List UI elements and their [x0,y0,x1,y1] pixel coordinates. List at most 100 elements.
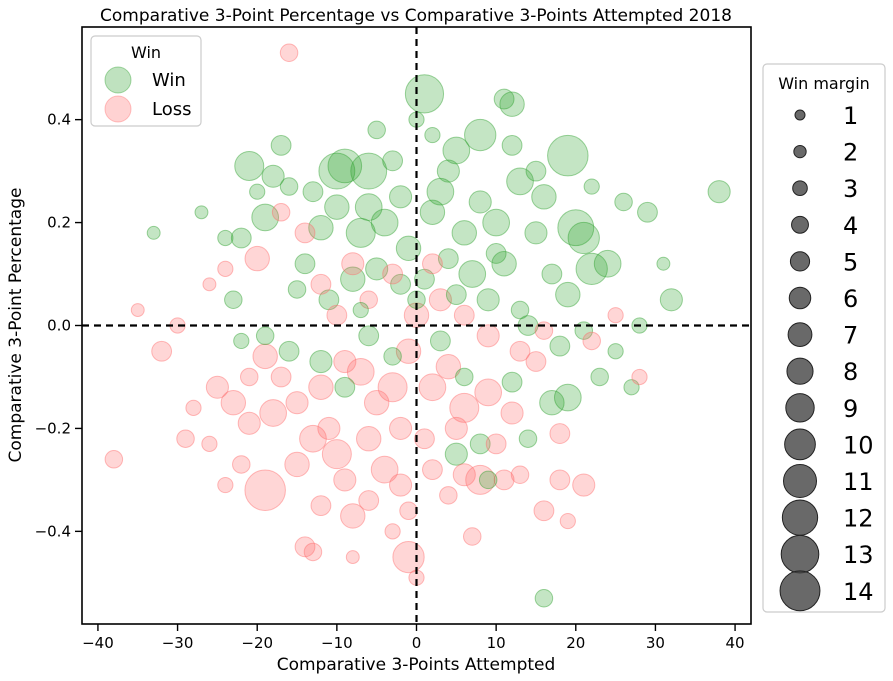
win-point [318,289,340,311]
size-legend-label: 3 [843,175,858,203]
loss-point [414,428,435,450]
win-point [623,379,640,396]
loss-point [500,401,524,425]
win-point [437,248,459,269]
loss-point [510,465,530,484]
loss-point [439,486,458,505]
win-point [567,221,600,255]
loss-point [310,273,332,295]
win-point [389,185,413,209]
win-point [414,268,435,290]
y-axis: −0.4 −0.2 0.0 0.2 0.4 [35,111,82,540]
loss-point [252,343,278,370]
win-point [294,253,316,275]
win-point [352,301,369,319]
size-legend-marker [785,393,815,423]
loss-point [377,372,408,403]
size-legend-label: 12 [843,505,874,533]
size-legend-marker [787,322,813,348]
chart-title: Comparative 3-Point Percentage vs Compar… [100,6,732,26]
win-margin-legend-title: Win margin [778,74,870,93]
size-legend-marker [789,251,811,272]
loss-point [474,378,503,407]
size-legend-label: 9 [843,395,858,423]
win-point [334,376,356,398]
loss-point [493,469,515,491]
win-point [510,300,530,320]
loss-point [130,303,145,318]
win-point [278,340,300,362]
loss-point [176,429,195,448]
win-point [234,150,265,181]
loss-point [533,500,555,522]
loss-point [572,473,596,497]
loss-point [308,374,334,400]
win-point [583,178,600,195]
win-point [324,194,350,220]
x-tick-label: 20 [566,634,585,652]
loss-point [271,203,291,222]
loss-point [428,288,452,312]
win-point [614,192,633,212]
win-point [194,205,209,220]
loss-point [294,536,316,558]
win-point [557,209,595,247]
win-point [499,91,525,117]
win-point [270,134,292,156]
size-legend-marker [792,180,808,196]
win-point [308,215,334,241]
size-legend-label: 8 [843,358,858,386]
y-tick-label: 0.2 [47,214,71,232]
win-point [491,251,517,277]
loss-point [151,340,173,362]
x-tick-label: −30 [162,634,194,652]
win-legend: Win Win Loss [90,35,202,127]
loss-point [389,473,413,497]
loss-point [279,43,299,62]
loss-point [217,476,234,494]
win-point [518,429,538,448]
loss-point [382,263,404,285]
win-point [539,389,565,416]
win-point [287,280,307,299]
loss-point [435,353,462,380]
win-point [419,199,446,225]
win-point [590,367,609,387]
loss-point [185,399,202,416]
loss-point [104,450,124,469]
x-tick-label: −10 [321,634,353,652]
loss-point [392,540,425,574]
loss-point [237,411,261,435]
size-legend-marker [780,534,820,574]
loss-point [310,495,332,517]
win-point [468,190,492,214]
win-point [390,273,411,295]
win-point [541,263,563,285]
win-point [146,225,161,240]
loss-point [607,307,624,324]
win-point [382,150,404,172]
x-tick-label: 0 [412,634,422,652]
loss-point [358,490,380,511]
loss-point [341,252,365,276]
size-legend-label: 6 [843,285,858,313]
loss-point [363,389,390,416]
loss-point [465,464,496,495]
y-axis-label: Comparative 3-Point Percentage [6,188,26,463]
x-axis-label: Comparative 3-Points Attempted [277,655,556,675]
size-legend-marker [783,464,817,498]
loss-point [232,455,251,474]
loss-point [384,523,401,540]
win-point [506,167,534,196]
loss-point [220,389,247,416]
x-tick-label: −40 [82,634,114,652]
win-point [555,281,581,308]
loss-point [370,455,399,484]
win-point [525,160,547,182]
loss-point [356,426,382,452]
loss-point [509,340,531,362]
loss-point [422,459,443,481]
win-point [469,433,491,455]
loss-point [244,469,286,511]
